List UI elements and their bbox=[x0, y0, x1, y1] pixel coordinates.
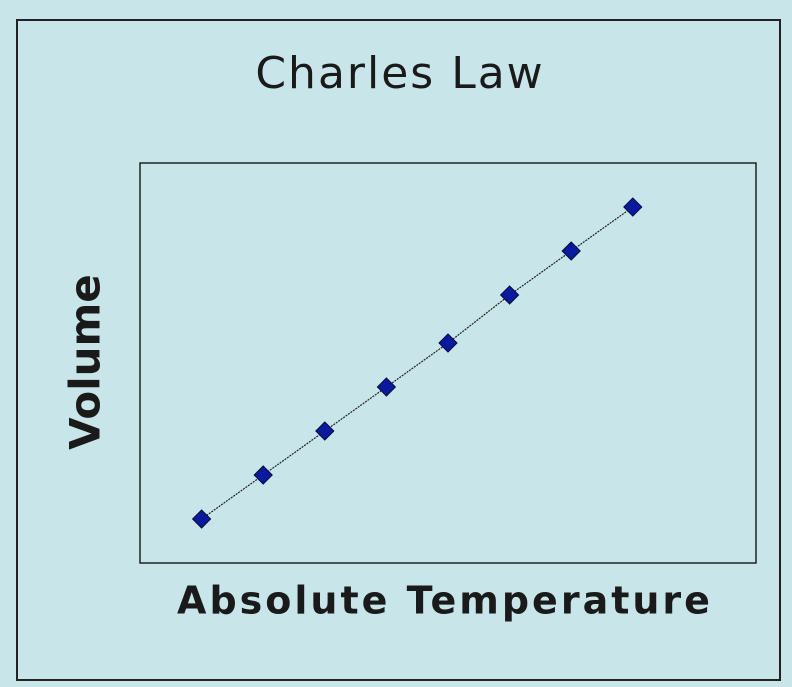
data-point bbox=[253, 465, 273, 485]
data-point bbox=[499, 285, 520, 305]
data-line bbox=[201, 206, 634, 520]
data-point bbox=[315, 421, 335, 441]
data-point bbox=[438, 333, 458, 353]
data-point bbox=[623, 197, 643, 217]
plot-frame bbox=[139, 162, 757, 564]
y-axis-label: Volume bbox=[61, 274, 110, 450]
x-axis-label: Absolute Temperature bbox=[177, 579, 713, 623]
data-point bbox=[561, 241, 581, 261]
data-point bbox=[376, 377, 397, 397]
chart-title: Charles Law bbox=[255, 48, 544, 99]
data-point bbox=[191, 509, 212, 529]
